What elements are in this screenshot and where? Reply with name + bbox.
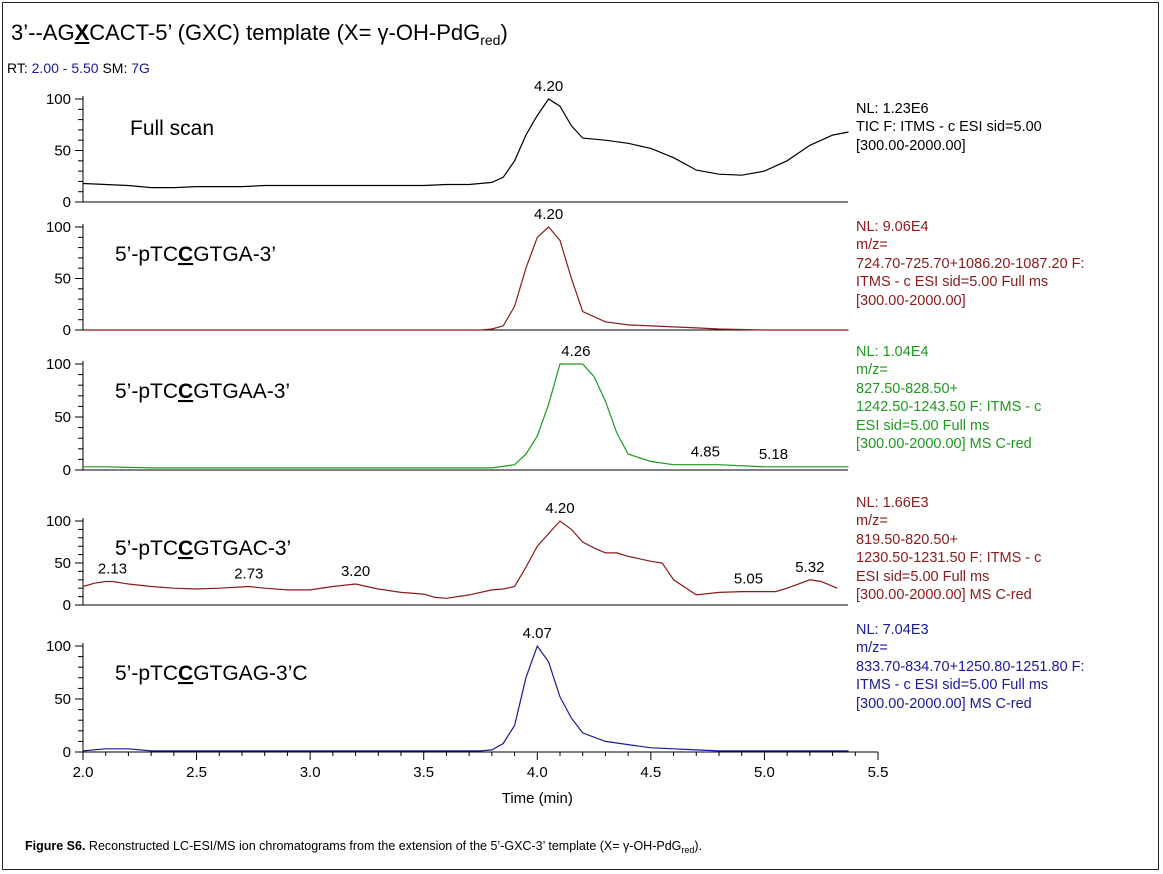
y-tick-label: 0 [63,462,71,479]
peak-label: 4.26 [561,343,590,360]
trace-info-line: 1242.50-1243.50 F: ITMS - c [856,399,1042,416]
trace-info-line: m/z= [856,362,888,379]
trace-line [82,520,838,599]
trace-info-line: NL: 9.06E4 [856,219,929,235]
trace-info-line: 1230.50-1231.50 F: ITMS - c [856,550,1042,567]
y-tick-label: 100 [46,513,71,530]
peak-label: 5.32 [795,559,824,576]
trace-info: NL: 9.06E4 m/z= 724.70-725.70+1086.20-1087… [856,218,1156,310]
y-tick-label: 50 [54,271,71,288]
compound-label: 5’-pTCCGTGA-3’ [115,243,276,266]
trace-info-line: 833.70-834.70+1250.80-1251.80 F: [856,658,1085,675]
trace-info-line: ESI sid=5.00 Full ms [856,568,990,585]
peak-label: 2.13 [98,560,127,577]
trace-info-line: 827.50-828.50+ [856,380,958,397]
y-tick-label: 100 [46,356,71,373]
y-tick-label: 50 [54,555,71,572]
y-tick-label: 50 [54,143,71,160]
peak-label: 3.20 [341,563,370,580]
x-axis-label: Time (min) [502,790,573,807]
y-tick-label: 0 [63,597,71,614]
x-tick-label: 3.0 [300,764,321,781]
compound-label: Full scan [130,117,214,140]
peak-label: 4.85 [691,444,720,461]
x-tick-label: 2.5 [186,764,207,781]
trace-info-line: 819.50-820.50+ [856,531,958,548]
peak-label: 5.05 [734,571,763,588]
peak-label: 5.18 [759,446,788,463]
trace-line [82,98,849,189]
trace-info-line: ITMS - c ESI sid=5.00 Full ms [856,274,1049,291]
y-tick-label: 50 [54,691,71,708]
peak-label: 4.20 [534,78,563,95]
trace-info-line: TIC F: ITMS - c ESI sid=5.00 [856,119,1042,136]
trace-info: NL: 1.04E4 m/z= 827.50-828.50+ 1242.50-1243… [856,343,1156,453]
x-tick-label: 5.0 [754,764,775,781]
trace-info-line: NL: 1.66E3 [856,495,929,511]
trace-info: NL: 7.04E3 m/z= 833.70-834.70+1250.80-1251… [856,621,1156,713]
trace-info-line: m/z= [856,513,888,530]
x-tick-label: 3.5 [413,764,434,781]
compound-label: 5’-pTCCGTGAG-3’C [115,662,308,685]
peak-label: 4.20 [545,500,574,517]
trace-info-line: [300.00-2000.00] [856,137,966,154]
peak-label: 4.07 [523,625,552,642]
trace-info: NL: 1.23E6 TIC F: ITMS - c ESI sid=5.00 [3… [856,100,1156,155]
figure-title: 3’--AGXCACT-5’ (GXC) template (X= γ-OH-P… [11,20,508,48]
trace-line [83,363,849,469]
trace-info-line: NL: 1.23E6 [856,101,929,117]
trace-info-line: NL: 7.04E3 [856,622,929,638]
trace-info-line: m/z= [856,237,888,254]
trace-info-line: NL: 1.04E4 [856,344,929,360]
peak-label: 4.20 [534,206,563,223]
y-tick-label: 0 [63,194,71,211]
y-tick-label: 0 [63,744,71,761]
y-tick-label: 100 [46,638,71,655]
figure-caption: Figure S6. Reconstructed LC-ESI/MS ion c… [25,839,703,855]
y-tick-label: 0 [63,322,71,339]
trace-info-line: ESI sid=5.00 Full ms [856,417,990,434]
trace-info-line: 724.70-725.70+1086.20-1087.20 F: [856,255,1085,272]
trace-info-line: m/z= [856,640,888,657]
rt-range-line: RT: 2.00 - 5.50 SM: 7G [7,60,150,76]
x-tick-label: 4.5 [640,764,661,781]
x-tick-label: 2.0 [73,764,94,781]
y-tick-label: 50 [54,409,71,426]
compound-label: 5’-pTCCGTGAC-3’ [115,537,291,560]
trace-info-line: ITMS - c ESI sid=5.00 Full ms [856,677,1049,694]
trace-info-line: [300.00-2000.00] [856,292,966,309]
compound-label: 5’-pTCCGTGAA-3’ [115,380,290,403]
x-tick-label: 5.5 [868,764,889,781]
trace-info-line: [300.00-2000.00] MS C-red [856,587,1032,604]
trace-info: NL: 1.66E3 m/z= 819.50-820.50+ 1230.50-1231… [856,494,1156,604]
trace-line [83,226,849,331]
trace-info-line: [300.00-2000.00] MS C-red [856,436,1032,453]
x-tick-label: 4.0 [527,764,548,781]
trace-line [82,644,849,752]
trace-info-line: [300.00-2000.00] MS C-red [856,695,1032,712]
y-tick-label: 100 [46,219,71,236]
peak-label: 2.73 [234,566,263,583]
y-tick-label: 100 [46,91,71,108]
